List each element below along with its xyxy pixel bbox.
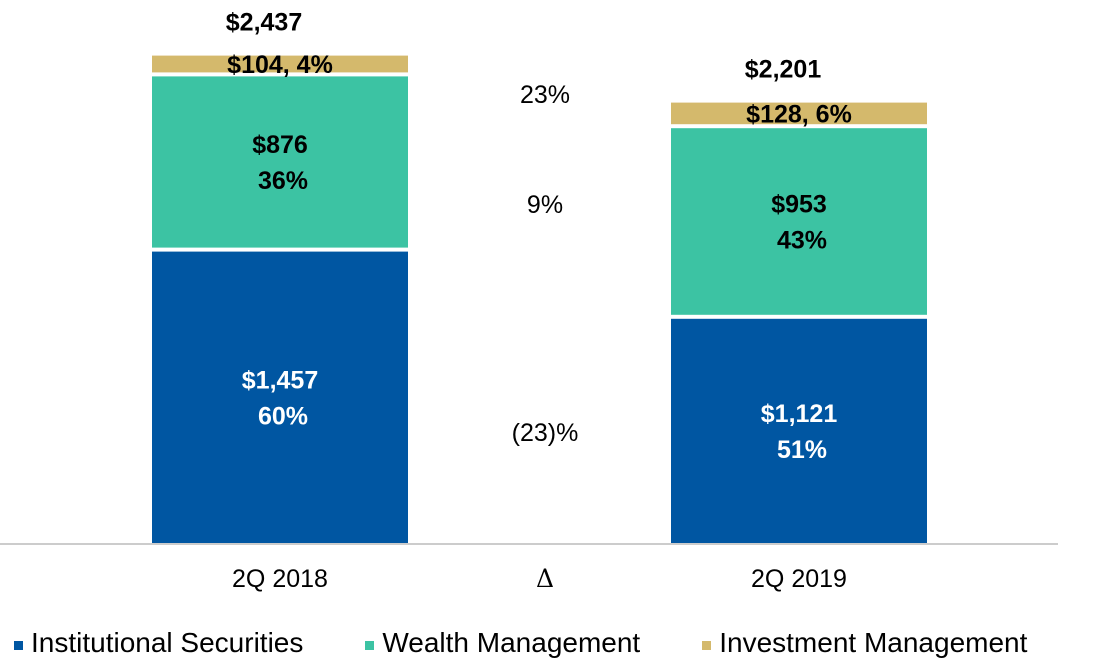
x-tick-label: 2Q 2019: [751, 565, 847, 593]
total-label: $2,201: [745, 56, 822, 84]
bar-segment-1-1: [671, 128, 927, 315]
stacked-bar-chart: $1,457 60% $876 36% $104, 4% $2,437 2Q 2018 $1,…: [0, 9, 1058, 593]
x-tick-label: 2Q 2018: [232, 565, 328, 593]
delta-label: 23%: [520, 81, 570, 109]
data-label: $876: [252, 131, 308, 159]
delta-column-label: Δ: [536, 564, 554, 593]
legend-label: Institutional Securities: [31, 627, 304, 658]
legend-item-wealth-management: Wealth Management: [365, 627, 640, 659]
data-label: $128, 6%: [746, 100, 852, 128]
bar-segment-0-0: [152, 251, 408, 543]
legend-item-institutional-securities: Institutional Securities: [14, 627, 303, 659]
legend-swatch-institutional: [14, 640, 23, 650]
legend-label: Investment Management: [719, 627, 1028, 658]
legend-swatch-wealth: [365, 640, 375, 650]
data-label: 60%: [258, 402, 308, 430]
data-label: 36%: [258, 167, 308, 195]
bar-segment-0-1: [671, 318, 927, 543]
data-label: 51%: [777, 436, 827, 464]
delta-label: 9%: [527, 191, 563, 219]
total-label: $2,437: [226, 9, 302, 37]
legend-label: Wealth Management: [382, 627, 641, 658]
legend-item-investment-management: Investment Management: [702, 627, 1027, 659]
bar-segment-2-0: [152, 55, 408, 73]
data-label: $1,457: [242, 366, 318, 394]
data-label: $953: [771, 191, 827, 219]
delta-label: (23)%: [512, 419, 579, 447]
data-label: $104, 4%: [227, 51, 333, 79]
bar-segment-2-1: [671, 102, 927, 125]
data-label: $1,121: [761, 400, 838, 428]
legend: Institutional Securities Wealth Manageme…: [14, 627, 1027, 659]
legend-swatch-investment: [702, 640, 712, 650]
bar-segment-1-0: [152, 76, 408, 248]
data-label: 43%: [777, 227, 827, 255]
